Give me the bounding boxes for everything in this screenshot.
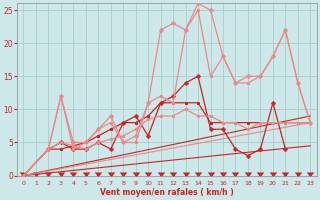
X-axis label: Vent moyen/en rafales ( km/h ): Vent moyen/en rafales ( km/h ) [100, 188, 234, 197]
